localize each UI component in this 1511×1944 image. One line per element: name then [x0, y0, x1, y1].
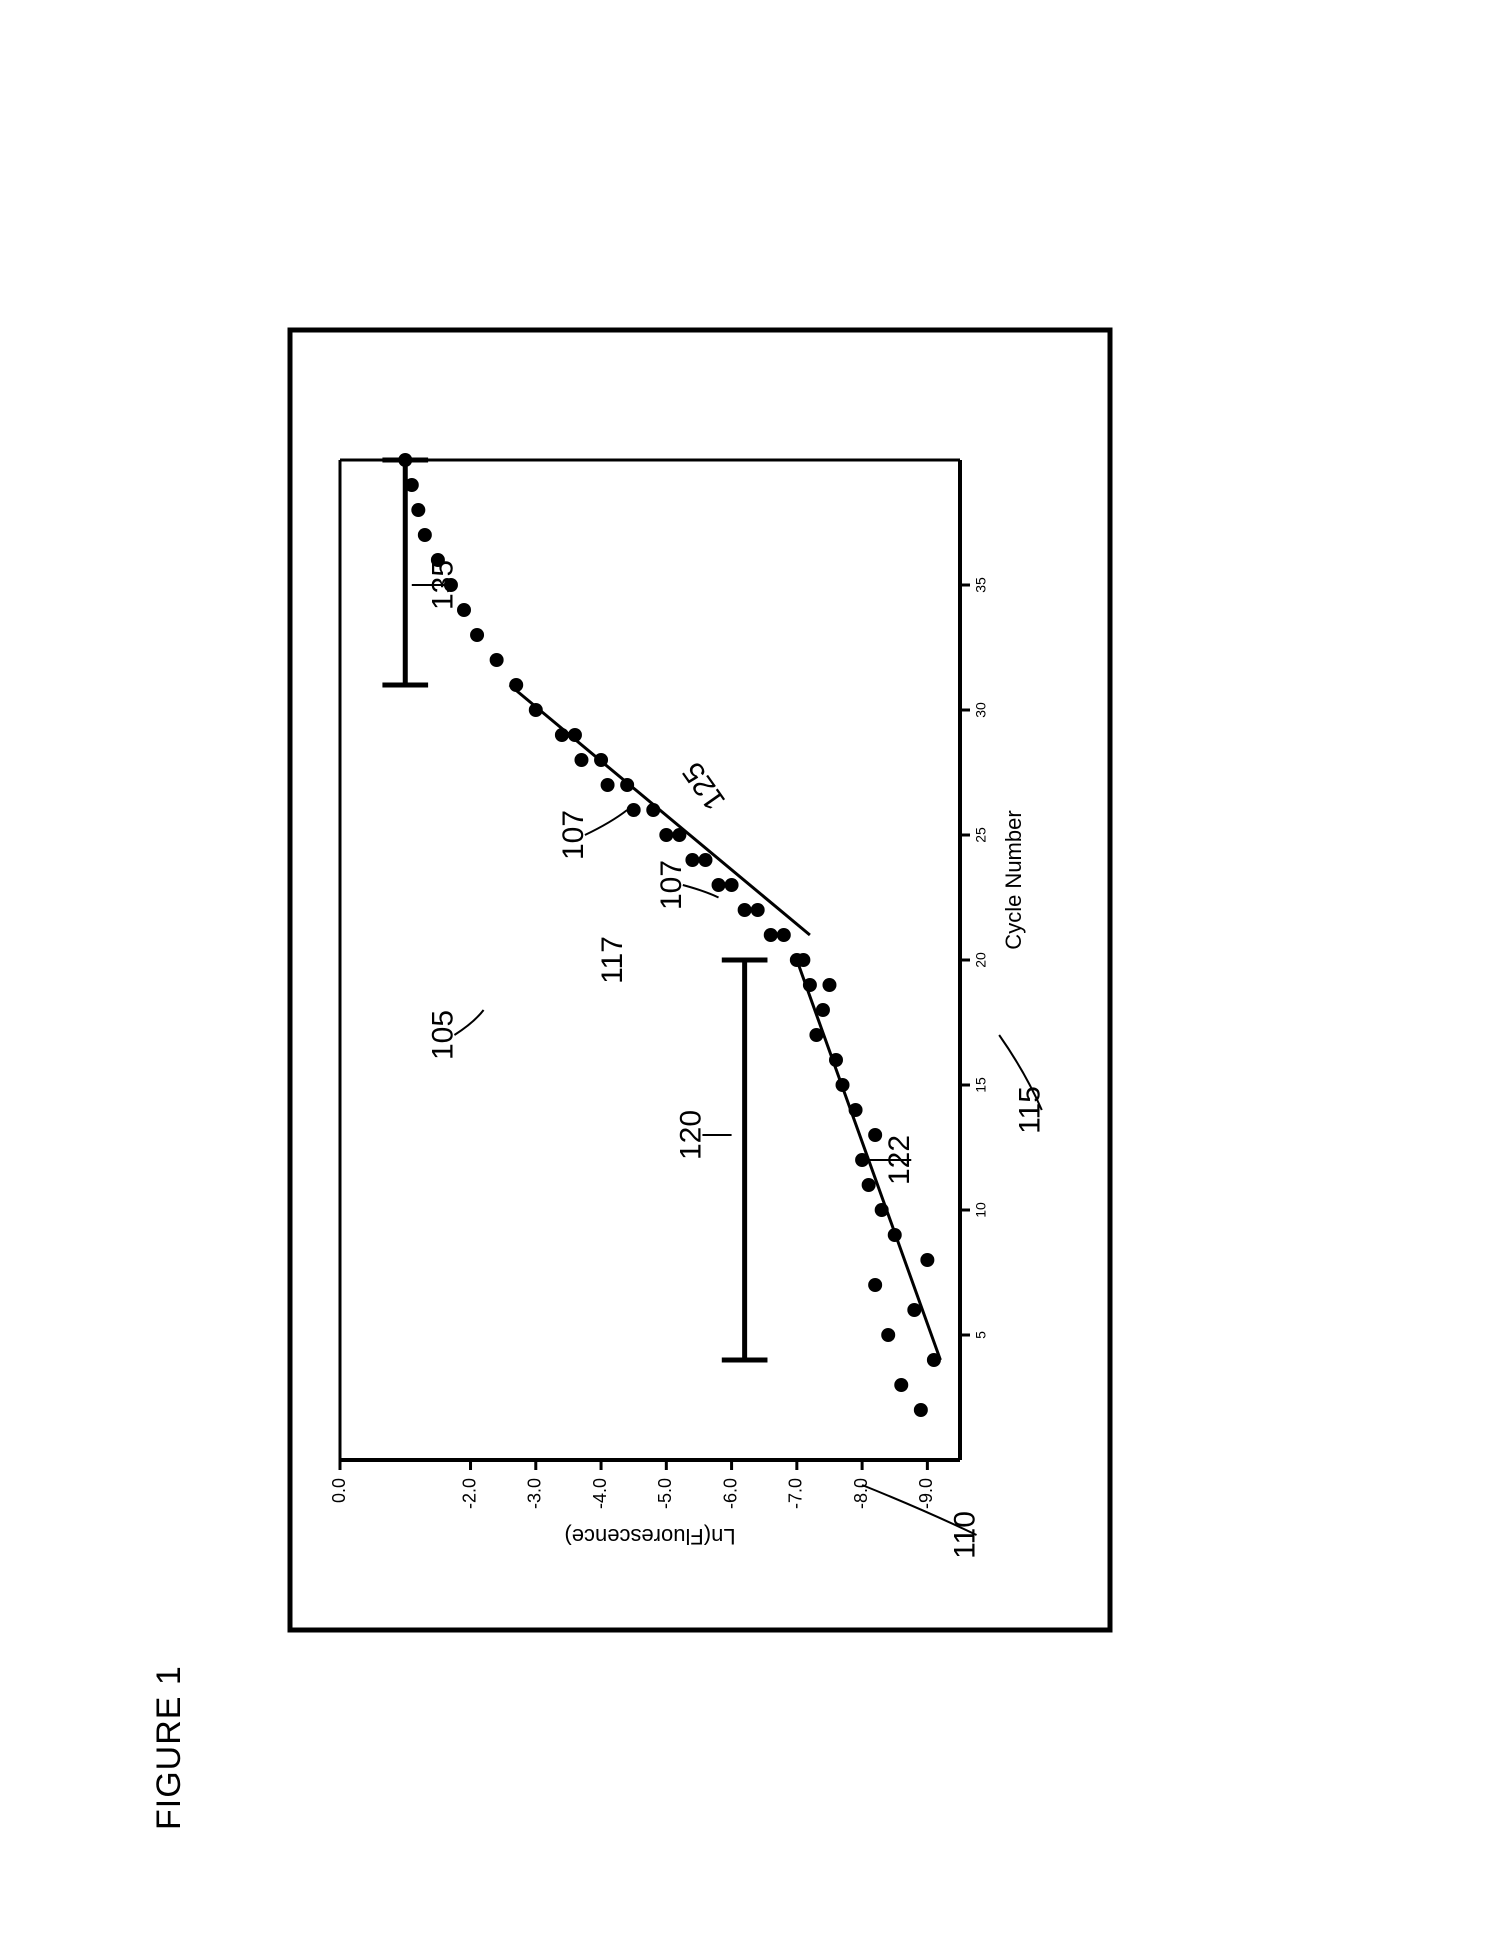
y-tick-label: -5.0	[655, 1478, 675, 1509]
series1-point	[601, 778, 615, 792]
y-tick-label: 0.0	[329, 1478, 349, 1503]
ref-107: 107	[557, 810, 590, 860]
series2-point	[698, 853, 712, 867]
x-tick-label: 10	[973, 1202, 989, 1218]
x-tick-label: 35	[973, 577, 989, 593]
series2-point	[777, 928, 791, 942]
series1-point	[764, 928, 778, 942]
series1-point	[868, 1128, 882, 1142]
series1-point	[470, 628, 484, 642]
series1-point	[627, 803, 641, 817]
ref-120: 120	[674, 1110, 707, 1160]
ref-107: 107	[655, 860, 688, 910]
y-tick-label: -2.0	[459, 1478, 479, 1509]
y-tick-label: -4.0	[590, 1478, 610, 1509]
y-tick-label: -3.0	[525, 1478, 545, 1509]
chart-svg: 0.0 -2.0 -3.0 -4.0 -5.0 -6.0 -7.0 -8.0 -9.0 5 10 15…	[230, 180, 1230, 1780]
outer-frame	[290, 330, 1110, 1630]
y-tick-label: -9.0	[916, 1478, 936, 1509]
y-tick-label: -6.0	[720, 1478, 740, 1509]
series1-point	[894, 1378, 908, 1392]
page: FIGURE 1 0.0 -2.0 -3.0 -4.0 -5.0 -6.0 -7.0 -8.0…	[0, 0, 1511, 1944]
ref-105: 105	[426, 1010, 459, 1060]
series1-point	[490, 653, 504, 667]
figure-label: FIGURE 1	[150, 1665, 189, 1830]
series2-point	[751, 903, 765, 917]
series2-point	[822, 978, 836, 992]
series1-point	[868, 1278, 882, 1292]
series2-point	[725, 878, 739, 892]
chart-container: 0.0 -2.0 -3.0 -4.0 -5.0 -6.0 -7.0 -8.0 -9.0 5 10 15…	[230, 180, 1230, 1780]
x-tick-label: 5	[973, 1331, 989, 1339]
series1-point	[418, 528, 432, 542]
series1-point	[574, 753, 588, 767]
series1-point	[920, 1253, 934, 1267]
y-tick-label: -8.0	[851, 1478, 871, 1509]
x-tick-label: 25	[973, 827, 989, 843]
ref-117: 117	[596, 936, 629, 984]
series1-point	[411, 503, 425, 517]
x-tick-label: 30	[973, 702, 989, 718]
series1-point	[659, 828, 673, 842]
x-tick-label: 15	[973, 1077, 989, 1093]
x-tick-label: 20	[973, 952, 989, 968]
series1-point	[712, 878, 726, 892]
x-axis-label: Cycle Number	[1001, 810, 1026, 949]
series1-point	[738, 903, 752, 917]
y-tick-label: -7.0	[786, 1478, 806, 1509]
series1-point	[862, 1178, 876, 1192]
series1-point	[881, 1328, 895, 1342]
y-axis-label: Ln(Fluorescence)	[564, 1524, 735, 1549]
series1-point	[914, 1403, 928, 1417]
